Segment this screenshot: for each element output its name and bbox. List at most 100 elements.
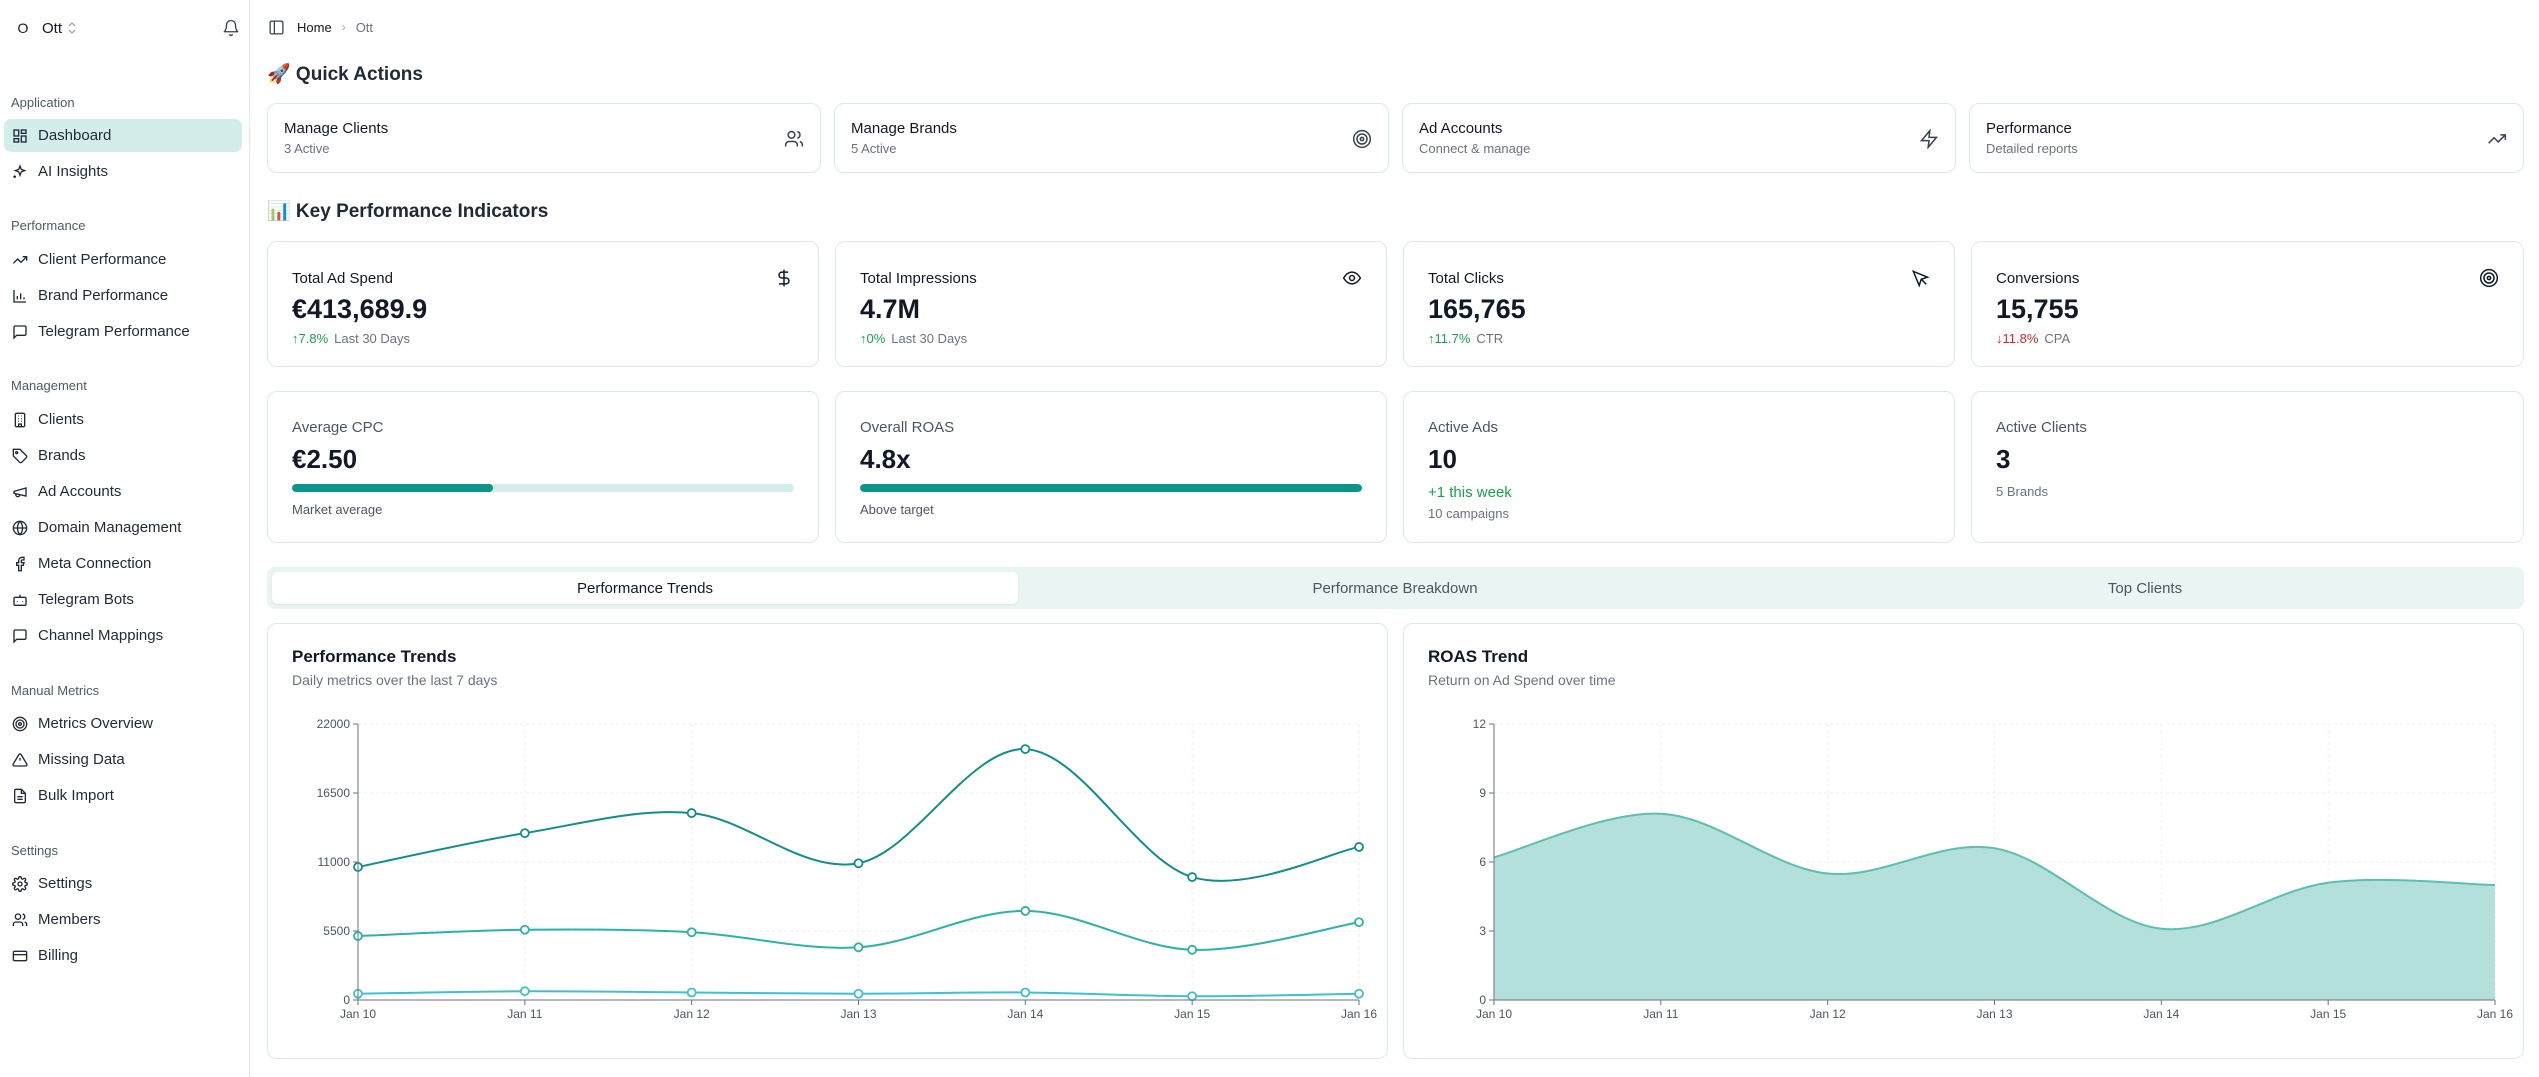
sidebar-item-ad-accounts[interactable]: Ad Accounts [4, 475, 242, 508]
data-point [1354, 988, 1364, 999]
breadcrumb: Home › Ott [268, 17, 373, 37]
kpi-value: €413,689.9 [292, 294, 428, 324]
progress-fill [860, 484, 1362, 492]
tab-performance-trends[interactable]: Performance Trends [272, 572, 1018, 604]
globe-icon [12, 520, 28, 535]
tab-list: Performance Trends Performance Breakdown… [267, 567, 2524, 609]
credit-card-icon [12, 950, 28, 961]
sidebar-item-channel-mappings[interactable]: Channel Mappings [4, 619, 242, 652]
kpi-change: ↑0% Last 30 Days [860, 331, 967, 346]
quick-action-performance[interactable]: Performance Detailed reports [1969, 103, 2524, 173]
metric-card-average-cpc: Average CPC €2.50 Market average [267, 391, 819, 543]
kpi-label: Total Impressions [860, 270, 977, 287]
data-point [519, 986, 530, 997]
area-fill [1494, 813, 2495, 1000]
breadcrumb-current: Ott [355, 19, 374, 35]
group-label-management: Management [11, 378, 87, 393]
breadcrumb-home-link[interactable]: Home [297, 19, 332, 35]
metric-footnote: Market average [292, 502, 383, 517]
sidebar-item-label: Clients [38, 411, 84, 428]
sidebar-item-domain-management[interactable]: Domain Management [4, 511, 242, 544]
sidebar-item-label: Brands [38, 447, 86, 464]
y-tick-label: 0 [343, 993, 350, 1007]
kpi-change-value: 11.8% [2002, 331, 2039, 346]
arrow-down-icon: ↓11.8% [1996, 331, 2039, 346]
roas-trend-chart: 0 3 6 9 12 Jan 10 Jan 11 Jan 12 Jan 13 Jan 14 Jan … [1473, 717, 2514, 1021]
sidebar-item-brands[interactable]: Brands [4, 439, 242, 472]
sidebar-item-label: Missing Data [38, 751, 125, 768]
file-icon [14, 788, 26, 803]
sidebar-item-billing[interactable]: Billing [4, 939, 242, 972]
metric-value: 10 [1428, 444, 1457, 474]
data-point [686, 927, 697, 938]
eye-icon [1342, 271, 1362, 285]
sidebar-toggle-icon[interactable] [268, 19, 285, 36]
tab-top-clients[interactable]: Top Clients [2107, 579, 2183, 597]
facebook-icon [16, 556, 25, 571]
x-tick-label: Jan 11 [1643, 1007, 1678, 1021]
quick-action-manage-clients[interactable]: Manage Clients 3 Active [267, 103, 821, 173]
x-tick-label: Jan 12 [1810, 1007, 1846, 1021]
y-tick-label: 5500 [323, 924, 350, 938]
kpi-label: Total Clicks [1428, 270, 1504, 287]
target-icon [12, 716, 28, 731]
sidebar-item-telegram-bots[interactable]: Telegram Bots [4, 583, 242, 616]
arrow-up-icon: ↑11.7% [1428, 331, 1471, 346]
y-tick-label: 0 [1479, 993, 1486, 1007]
bot-icon [13, 594, 27, 606]
quick-actions-heading: 🚀 Quick Actions [267, 64, 423, 85]
sidebar-item-clients[interactable]: Clients [4, 403, 242, 436]
workspace-switcher[interactable]: O Ott [10, 15, 240, 41]
data-point [686, 987, 697, 998]
sidebar-item-missing-data[interactable]: Missing Data [4, 743, 242, 776]
sidebar-item-label: Meta Connection [38, 555, 152, 572]
sidebar-item-label: Members [38, 911, 101, 928]
metric-delta: +1 this week [1428, 484, 1512, 501]
quick-action-ad-accounts[interactable]: Ad Accounts Connect & manage [1402, 103, 1956, 173]
kpi-label: Conversions [1996, 270, 2080, 287]
metric-value: €2.50 [292, 444, 358, 474]
sidebar-item-label: AI Insights [38, 163, 109, 180]
sidebar-item-settings[interactable]: Settings [4, 867, 242, 900]
kpi-change-value: 7.8% [298, 331, 329, 346]
x-tick-label: Jan 12 [674, 1007, 710, 1021]
quick-action-title: Manage Clients [284, 120, 389, 137]
quick-action-title: Performance [1986, 120, 2072, 137]
kpi-change-value: 0% [866, 331, 886, 346]
quick-action-subtitle: 5 Active [851, 141, 897, 156]
data-point [1187, 991, 1198, 1002]
workspace-name: Ott [42, 19, 63, 37]
x-tick-label: Jan 14 [1007, 1007, 1043, 1021]
sidebar-item-bulk-import[interactable]: Bulk Import [4, 779, 242, 812]
sidebar-item-label: Domain Management [38, 519, 182, 536]
y-tick-label: 11000 [318, 855, 351, 869]
sidebar-item-meta-connection[interactable]: Meta Connection [4, 547, 242, 580]
sidebar-item-ai-insights[interactable]: AI Insights [4, 155, 242, 188]
metric-label: Overall ROAS [860, 419, 955, 436]
bell-icon[interactable] [222, 19, 240, 37]
data-point [1020, 744, 1031, 754]
kpi-note: Last 30 Days [334, 331, 411, 346]
sidebar-item-telegram-performance[interactable]: Telegram Performance [4, 315, 242, 348]
sidebar-item-metrics-overview[interactable]: Metrics Overview [4, 707, 242, 740]
roas-trend-card: ROAS Trend Return on Ad Spend over time … [1403, 623, 2524, 1059]
sidebar-item-label: Metrics Overview [38, 715, 154, 732]
kpi-change-value: 11.7% [1434, 331, 1471, 346]
kpi-card-conversions: Conversions 15,755 ↓11.8% CPA [1971, 241, 2524, 367]
kpi-note: CTR [1476, 331, 1504, 346]
kpi-change: ↑11.7% CTR [1428, 331, 1503, 346]
tab-performance-breakdown[interactable]: Performance Breakdown [1312, 579, 1478, 597]
quick-action-manage-brands[interactable]: Manage Brands 5 Active [834, 103, 1389, 173]
sidebar-item-label: Settings [38, 875, 93, 892]
sidebar-item-label: Bulk Import [38, 787, 114, 804]
kpi-change: ↓11.8% CPA [1996, 331, 2070, 346]
megaphone-icon [13, 486, 27, 497]
sidebar-item-brand-performance[interactable]: Brand Performance [4, 279, 242, 312]
sidebar-item-label: Telegram Bots [38, 591, 134, 608]
y-tick-label: 9 [1479, 786, 1486, 800]
sidebar-item-members[interactable]: Members [4, 903, 242, 936]
sidebar-item-dashboard[interactable]: Dashboard [4, 119, 242, 152]
sidebar-item-client-performance[interactable]: Client Performance [4, 243, 242, 276]
metric-card-active-ads: Active Ads 10 +1 this week 10 campaigns [1403, 391, 1955, 543]
building-icon [14, 412, 26, 427]
